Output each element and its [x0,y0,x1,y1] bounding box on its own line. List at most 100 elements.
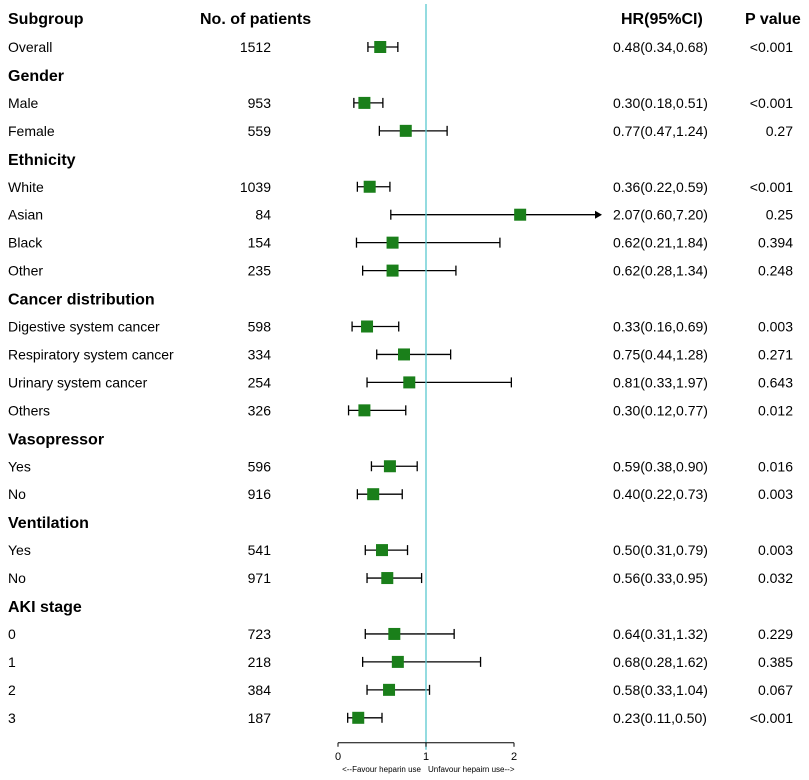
hr-marker [383,460,396,473]
group-heading: Cancer distribution [8,292,155,309]
unfavour-label: Unfavour hepairn use--> [428,765,515,774]
row-p-value: 0.229 [758,626,793,642]
row-hr-ci: 0.81(0.33,1.97) [613,374,708,390]
group-heading: Gender [8,68,64,85]
row-p-value: <0.001 [750,95,793,111]
hr-marker [386,236,399,249]
row-hr-ci: 0.62(0.28,1.34) [613,263,708,279]
row-patient-count: 953 [248,95,272,111]
row-hr-ci: 0.30(0.12,0.77) [613,402,708,418]
row-patient-count: 326 [248,402,272,418]
row-label: 1 [8,654,16,670]
row-hr-ci: 0.59(0.38,0.90) [613,458,708,474]
row-hr-ci: 0.58(0.33,1.04) [613,682,708,698]
hr-marker [358,96,371,109]
x-tick-label: 2 [511,751,517,763]
hr-marker [386,264,399,277]
header-patients: No. of patients [200,11,311,28]
hr-marker [374,41,387,53]
row-patient-count: 596 [248,458,272,474]
row-p-value: 0.271 [758,346,793,362]
row-patient-count: 1512 [240,39,271,55]
hr-marker [367,488,380,501]
row-label: Female [8,123,55,139]
row-patient-count: 971 [248,570,272,586]
row-label: Yes [8,458,31,474]
row-hr-ci: 0.30(0.18,0.51) [613,95,708,111]
group-heading: Ethnicity [8,152,76,169]
row-p-value: <0.001 [750,179,793,195]
favour-label: <--Favour heparin use [342,765,421,774]
row-patient-count: 187 [248,710,272,726]
row-label: No [8,570,26,586]
hr-marker [361,320,374,333]
x-tick-label: 0 [335,751,341,763]
row-p-value: 0.003 [758,319,793,335]
x-tick-label: 1 [423,751,429,763]
row-patient-count: 541 [248,542,272,558]
row-hr-ci: 0.36(0.22,0.59) [613,179,708,195]
row-p-value: 0.003 [758,486,793,502]
hr-marker [363,180,376,193]
row-p-value: 0.067 [758,682,793,698]
hr-marker [388,627,401,640]
row-hr-ci: 0.48(0.34,0.68) [613,39,708,55]
row-p-value: 0.003 [758,542,793,558]
row-p-value: 0.25 [766,207,793,223]
row-hr-ci: 0.77(0.47,1.24) [613,123,708,139]
row-p-value: 0.016 [758,458,793,474]
row-label: Other [8,263,43,279]
hr-marker [383,683,396,696]
row-hr-ci: 0.62(0.21,1.84) [613,235,708,251]
hr-marker [376,544,388,557]
row-p-value: 0.643 [758,374,793,390]
row-patient-count: 334 [248,346,272,362]
row-hr-ci: 0.64(0.31,1.32) [613,626,708,642]
row-patient-count: 84 [255,207,271,223]
row-hr-ci: 0.50(0.31,0.79) [613,542,708,558]
row-label: Yes [8,542,31,558]
header-p-value: P value [745,11,801,28]
row-patient-count: 559 [248,123,272,139]
group-heading: Ventilation [8,515,89,532]
row-p-value: 0.394 [758,235,793,251]
hr-marker [398,348,410,361]
row-p-value: 0.248 [758,263,793,279]
row-patient-count: 218 [248,654,272,670]
row-label: Black [8,235,43,251]
row-hr-ci: 0.23(0.11,0.50) [613,710,707,726]
row-patient-count: 1039 [240,179,271,195]
hr-marker [399,124,412,137]
header-hr: HR(95%CI) [621,11,703,28]
row-hr-ci: 0.33(0.16,0.69) [613,319,708,335]
row-label: 3 [8,710,16,726]
header-subgroup: Subgroup [8,11,84,28]
ci-arrow-icon [595,210,602,219]
row-p-value: <0.001 [750,39,793,55]
row-label: Others [8,402,50,418]
hr-marker [352,711,365,724]
row-p-value: 0.27 [766,123,793,139]
group-heading: Vasopressor [8,431,104,448]
hr-marker [403,376,416,389]
row-label: 2 [8,682,16,698]
row-label: Male [8,95,39,111]
row-patient-count: 254 [248,374,272,390]
row-p-value: 0.385 [758,654,793,670]
row-label: White [8,179,44,195]
group-heading: AKI stage [8,599,82,616]
row-patient-count: 598 [248,319,272,335]
row-label: Respiratory system cancer [8,346,174,362]
hr-marker [358,404,371,417]
row-label: Digestive system cancer [8,319,160,335]
row-label: Urinary system cancer [8,374,148,390]
row-hr-ci: 0.40(0.22,0.73) [613,486,708,502]
row-hr-ci: 0.56(0.33,0.95) [613,570,708,586]
row-patient-count: 916 [248,486,272,502]
hr-marker [381,572,394,585]
hr-marker [391,655,404,668]
row-patient-count: 154 [248,235,272,251]
row-patient-count: 384 [248,682,272,698]
row-hr-ci: 0.68(0.28,1.62) [613,654,708,670]
